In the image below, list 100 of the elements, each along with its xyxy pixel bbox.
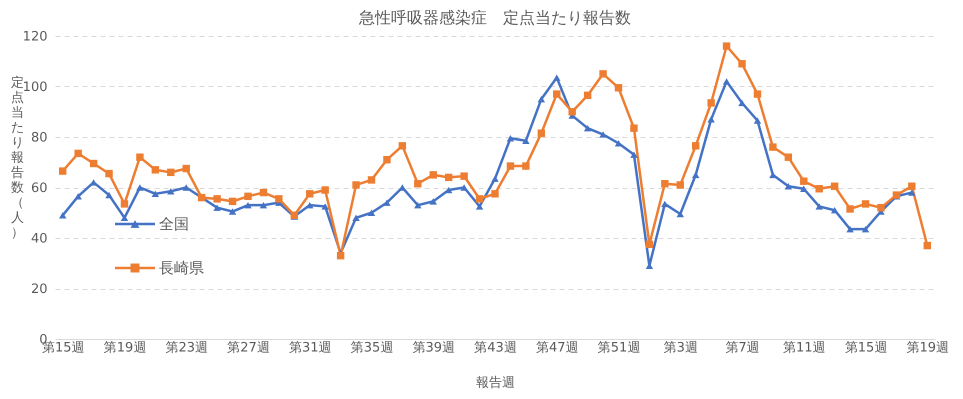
point: [722, 78, 730, 85]
point: [414, 202, 422, 208]
point: [430, 198, 437, 205]
point: [228, 198, 236, 206]
point: [120, 214, 128, 222]
x-tick-label: 第27週: [227, 340, 270, 356]
x-tick-label: 第39週: [412, 340, 456, 356]
point: [105, 192, 113, 198]
legend-label: 全国: [159, 215, 189, 233]
point: [383, 156, 391, 164]
point: [228, 208, 236, 215]
y-tick-label: 40: [30, 232, 48, 246]
point: [414, 180, 422, 188]
x-tick-label: 第43週: [474, 340, 517, 356]
point: [476, 195, 484, 203]
point: [136, 153, 144, 161]
x-tick-label: 第7週: [725, 340, 760, 356]
point: [908, 182, 916, 190]
legend-label: 長崎県: [159, 259, 204, 277]
point: [321, 203, 329, 210]
point: [90, 160, 98, 168]
point: [538, 130, 546, 137]
point: [599, 131, 607, 138]
point: [862, 226, 870, 232]
point: [816, 203, 823, 210]
point: [692, 172, 700, 178]
y-tick-label: 100: [22, 80, 48, 95]
point: [213, 195, 221, 203]
point: [368, 210, 376, 216]
point: [738, 60, 746, 68]
x-tick-label: 第3週: [664, 340, 698, 356]
point: [722, 42, 730, 50]
point: [444, 174, 452, 182]
point: [784, 153, 792, 161]
point: [74, 150, 82, 158]
chart-title: 急性呼吸器感染症 定点当たり報告数: [358, 8, 631, 27]
point: [599, 70, 607, 78]
point: [430, 171, 437, 179]
point: [754, 90, 762, 98]
point: [506, 162, 514, 170]
point: [306, 202, 314, 208]
x-tick-label: 第19週: [906, 340, 950, 356]
point: [676, 210, 684, 218]
point: [136, 184, 144, 191]
point: [59, 167, 66, 175]
point: [830, 182, 838, 190]
point: [754, 117, 762, 124]
point: [784, 183, 792, 190]
x-tick-label: 第51週: [598, 340, 640, 356]
point: [260, 188, 268, 196]
point: [74, 193, 82, 200]
point: [321, 186, 329, 194]
point: [260, 202, 268, 208]
point: [538, 96, 546, 102]
point: [105, 170, 113, 178]
point: [167, 168, 174, 176]
point: [707, 99, 715, 107]
point: [152, 166, 160, 174]
y-tick-label: 20: [30, 282, 48, 297]
point: [167, 188, 174, 194]
point: [738, 100, 746, 106]
point: [336, 252, 344, 260]
point: [368, 176, 376, 184]
point: [491, 175, 499, 182]
point: [800, 186, 808, 192]
point: [213, 204, 221, 211]
point: [460, 184, 468, 191]
point: [661, 180, 669, 188]
point: [692, 142, 700, 150]
point: [275, 195, 283, 203]
point: [506, 135, 514, 142]
point: [584, 92, 592, 100]
x-tick-label: 第15週: [844, 340, 888, 356]
point: [398, 142, 406, 150]
point: [908, 189, 916, 196]
x-tick-label: 第31週: [288, 340, 332, 356]
point: [769, 143, 777, 151]
y-tick-label: 80: [30, 130, 48, 146]
point: [846, 226, 854, 232]
x-tick-label: 第19週: [104, 340, 146, 356]
point: [553, 90, 560, 98]
y-tick-label: 120: [22, 30, 48, 44]
x-tick-label: 第47週: [536, 340, 579, 356]
x-tick-label: 第35週: [350, 340, 394, 356]
point: [584, 124, 592, 132]
point: [830, 207, 838, 214]
point: [244, 202, 252, 208]
point: [152, 190, 160, 198]
point: [646, 240, 654, 248]
point: [846, 205, 854, 213]
point: [522, 138, 530, 144]
point: [707, 116, 715, 123]
point: [182, 164, 190, 172]
x-tick-label: 第23週: [165, 340, 208, 356]
point: [924, 242, 931, 250]
point: [877, 204, 885, 212]
point: [120, 200, 128, 208]
point: [476, 203, 484, 210]
x-axis-title: 報告週: [476, 376, 515, 390]
text: 定点当たり報告数（人）: [11, 76, 24, 240]
